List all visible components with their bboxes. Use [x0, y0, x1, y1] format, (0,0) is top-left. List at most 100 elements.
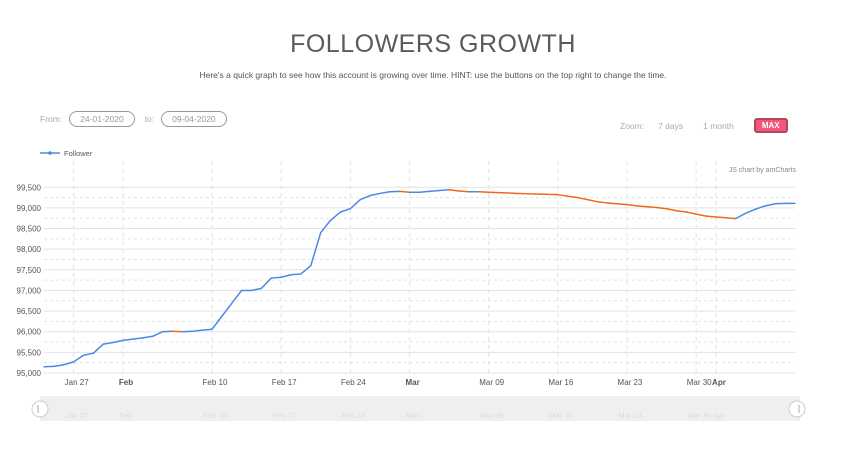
x-tick-label: Mar 09 — [479, 378, 504, 387]
scrollbar-tick-label: Feb 17 — [272, 411, 295, 420]
line-segment — [428, 189, 441, 193]
x-tick-label: Mar — [406, 378, 420, 387]
line-segment — [250, 287, 263, 292]
line-segment — [685, 211, 697, 215]
series-line — [43, 188, 796, 368]
line-segment — [349, 198, 361, 210]
scrollbar-track — [40, 396, 800, 421]
scrollbar-grip-right[interactable] — [788, 400, 806, 418]
line-segment — [665, 207, 678, 212]
line-segment — [260, 277, 273, 290]
line-segment — [744, 208, 757, 215]
line-segment — [63, 361, 75, 366]
line-segment — [616, 203, 628, 206]
x-tick-label: Feb 24 — [341, 378, 366, 387]
line-segment — [379, 191, 391, 195]
from-label: From: — [40, 114, 63, 124]
y-tick-label: 99,000 — [17, 204, 42, 213]
line-segment — [626, 203, 638, 207]
line-segment — [102, 341, 114, 345]
scrollbar-tick-label: Feb — [120, 411, 133, 420]
line-segment — [329, 211, 342, 222]
line-segment — [319, 219, 332, 234]
line-segment — [675, 210, 688, 213]
scrollbar-tick-label: Jan 27 — [65, 411, 88, 420]
line-segment — [191, 329, 203, 333]
scrollbar-tick-label: Mar 30 — [688, 411, 711, 420]
line-segment — [359, 194, 371, 201]
line-segment — [290, 273, 302, 276]
line-segment — [448, 188, 460, 192]
x-tick-label: Feb 17 — [272, 378, 297, 387]
line-segment — [211, 289, 243, 330]
line-segment — [705, 215, 717, 218]
grid — [44, 161, 795, 374]
line-segment — [310, 231, 322, 267]
line-segment — [606, 202, 618, 205]
scrollbar-tick-label: Mar 23 — [618, 411, 641, 420]
line-segment — [151, 330, 164, 338]
line-segment — [438, 188, 450, 192]
chart-subtitle: Here's a quick graph to see how this acc… — [199, 70, 667, 80]
line-segment — [270, 276, 282, 279]
line-segment — [53, 363, 65, 368]
line-segment — [596, 200, 608, 204]
line-segment — [112, 339, 124, 344]
scrollbar-tick-label: Mar — [406, 411, 419, 420]
line-segment — [369, 192, 381, 197]
x-tick-label: Mar 30 — [687, 378, 712, 387]
line-segment — [636, 205, 658, 209]
x-tick-label: Apr — [712, 378, 726, 387]
scrollbar-tick-label: Feb 10 — [203, 411, 226, 420]
y-tick-label: 96,000 — [17, 328, 42, 337]
zoom-controls: Zoom: 7 days 1 month MAX — [620, 118, 788, 133]
line-segment — [715, 216, 727, 219]
line-segment — [142, 335, 154, 339]
line-segment — [725, 217, 737, 220]
line-segment — [695, 213, 707, 217]
amcharts-credit[interactable]: JS chart by amCharts — [729, 167, 797, 174]
zoom-1month-button[interactable]: 1 month — [703, 120, 734, 131]
x-tick-label: Mar 23 — [618, 378, 643, 387]
zoom-7days-button[interactable]: 7 days — [658, 120, 684, 131]
line-segment — [122, 338, 134, 342]
y-axis: 95,000 95,500 96,000 96,500 97,000 97,500 98,0… — [17, 183, 42, 378]
legend-marker — [48, 151, 52, 155]
line-segment — [497, 191, 520, 195]
line-segment — [754, 205, 767, 210]
zoom-label: Zoom: — [620, 120, 645, 131]
x-tick-label: Mar 16 — [548, 378, 573, 387]
to-date-input[interactable]: 09-04-2020 — [161, 111, 227, 127]
x-tick-label: Feb — [119, 378, 133, 387]
line-segment — [418, 190, 431, 193]
line-segment — [734, 212, 747, 220]
from-date-input[interactable]: 24-01-2020 — [69, 111, 135, 127]
x-axis: Jan 27 Feb Feb 10 Feb 17 Feb 24 Mar Mar 09 Mar … — [65, 378, 726, 387]
y-tick-label: 98,500 — [17, 225, 42, 234]
grip-handle-icon — [788, 400, 806, 418]
scrollbar-grip-left[interactable] — [31, 400, 49, 418]
scrollbar-tick-label: Apr — [713, 411, 725, 420]
scrollbar-tick-label: Mar 09 — [480, 411, 503, 420]
legend-label: Follower — [64, 149, 93, 158]
line-segment — [655, 206, 668, 210]
y-tick-label: 95,500 — [17, 348, 42, 357]
line-segment — [458, 190, 470, 193]
scrollbar[interactable]: Jan 27 Feb Feb 10 Feb 17 Feb 24 Mar Mar 09 Mar … — [31, 396, 806, 421]
line-segment — [300, 264, 312, 275]
date-range: From: 24-01-2020 to: 09-04-2020 — [40, 111, 227, 127]
line-segment — [517, 192, 559, 196]
line-segment — [201, 328, 213, 331]
line-segment — [72, 354, 85, 363]
line-segment — [92, 343, 105, 354]
to-label: to: — [144, 114, 155, 124]
line-segment — [339, 207, 352, 213]
zoom-max-button[interactable]: MAX — [753, 118, 788, 133]
y-tick-label: 96,500 — [17, 307, 42, 316]
line-segment — [82, 352, 95, 357]
y-tick-label: 97,000 — [17, 286, 42, 295]
line-segment — [764, 203, 776, 207]
line-segment — [557, 193, 579, 199]
line-segment — [586, 198, 599, 203]
